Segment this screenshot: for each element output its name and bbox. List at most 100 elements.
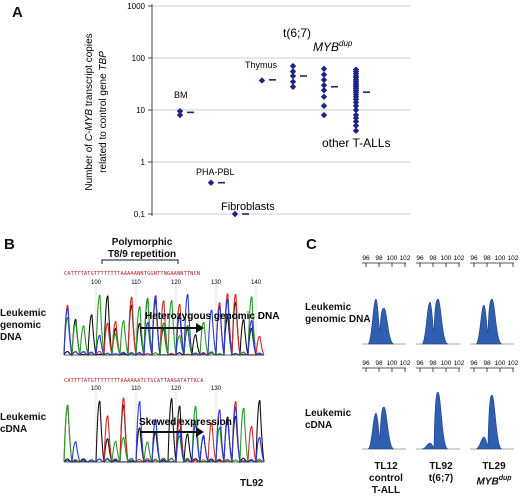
fragment-peak: [367, 298, 395, 345]
sample-3-line1: TL29: [482, 461, 506, 472]
chromatograms: 100 110 120 130 140 100 110 120 130 Heterozygou…: [63, 259, 279, 464]
sample-2-line2: t(6;7): [428, 473, 454, 484]
fragment-peak: [421, 391, 449, 450]
group-label: other T-ALLs: [322, 136, 390, 150]
sample-1-line3: T-ALL: [371, 485, 401, 496]
polymorphic-header: Polymorphic T8/9 repetition: [97, 237, 187, 261]
sample-1-line2: control: [369, 473, 403, 484]
data-point: [258, 77, 266, 84]
chromatogram-trace: [63, 401, 265, 464]
polymorphic-header-line1: Polymorphic: [111, 237, 173, 248]
group-labels: BM PHA-PBL Fibroblasts Thymus t(6;7)MYBdup ot…: [174, 26, 390, 213]
scale-tick-label: 98: [429, 360, 437, 367]
y-tick-label: 1000: [127, 2, 145, 11]
panel-c-row2-label: Leukemic cDNA: [305, 408, 371, 432]
scale-tick-label: 102: [454, 360, 465, 367]
data-point: [352, 102, 360, 110]
scale-tick-label: 102: [400, 255, 411, 262]
data-point: [320, 76, 328, 84]
group-label: Thymus: [245, 60, 278, 70]
scale-tick-label: 100: [495, 255, 506, 262]
data-point: [289, 83, 297, 90]
panel-b-row2-label-line1: Leukemic: [0, 412, 47, 423]
scale-tick-label: 100: [387, 255, 398, 262]
chromatogram-tick-label: 130: [211, 386, 222, 392]
scale-tick-label: 102: [400, 360, 411, 367]
chromatogram-1: [63, 293, 265, 357]
sample-3-line2: MYBdup: [474, 473, 514, 488]
y-tick-label: 1: [141, 158, 146, 167]
scale-tick-label: 100: [495, 360, 506, 367]
group-label: Fibroblasts: [221, 201, 275, 213]
data-point: [176, 107, 184, 115]
chromatogram-tick-label: 130: [211, 280, 222, 286]
data-point: [352, 118, 360, 125]
scale-tick-label: 96: [470, 360, 478, 367]
scale-tick-label: 102: [454, 255, 465, 262]
arrow-1-label: Heterozygous genomic DNA: [145, 311, 279, 322]
panel-b-row1-label-line1: Leukemic: [0, 308, 47, 319]
panel-c-row2-label-line2: cDNA: [305, 420, 333, 431]
data-point: [320, 87, 328, 94]
scale-tick-label: 98: [483, 255, 491, 262]
data-point: [289, 72, 297, 80]
group-label: PHA-PBL: [196, 167, 235, 177]
data-point: [352, 99, 360, 106]
fragment-peak: [475, 298, 503, 345]
grid-lines: [148, 5, 410, 215]
scale-tick-label: 96: [416, 255, 424, 262]
chromatogram-tick-label: 140: [251, 280, 262, 286]
panel-c-row2-label-line1: Leukemic: [305, 408, 352, 419]
sequence-2: CATTTTATGTTTTTTTTAAAAAATCTGCATTAAGATATTA…: [64, 378, 204, 384]
y-tick-label: 100: [132, 54, 146, 63]
group-label: t(6;7): [283, 26, 311, 40]
panel-b-row2-label-line2: cDNA: [0, 424, 28, 435]
scale-tick-label: 98: [429, 255, 437, 262]
data-point: [207, 179, 215, 186]
data-point: [320, 102, 328, 110]
polymorphic-header-line2: T8/9 repetition: [107, 249, 177, 260]
chromatogram-tick-label: 120: [171, 386, 182, 392]
arrow-1-head: [196, 323, 204, 333]
scale-tick-label: 102: [508, 360, 519, 367]
chromatogram-tick-label: 100: [91, 386, 102, 392]
scale-tick-label: 100: [441, 255, 452, 262]
group-label: BM: [174, 90, 188, 100]
chromatogram-tick-label: 110: [131, 386, 141, 392]
y-axis-label-line2: related to control gene TBP: [98, 51, 109, 173]
chromatogram-2: [63, 397, 265, 464]
panel-b-row2-label: Leukemic cDNA: [0, 412, 64, 436]
data-point: [352, 127, 360, 134]
data-point: [289, 78, 297, 85]
scale-tick-label: 96: [416, 360, 424, 367]
sample-2-line1: TL92: [429, 461, 453, 472]
data-point: [320, 81, 328, 89]
scale-tick-label: 98: [375, 360, 383, 367]
panel-c-row1-label-line2: genomic DNA: [305, 314, 371, 325]
scale-tick-label: 100: [387, 360, 398, 367]
polymorphic-bracket: [101, 259, 179, 264]
panel-b-sample-label: TL92: [240, 478, 264, 489]
chromatogram-tick-label: 100: [91, 280, 102, 286]
sample-2-label: TL92 t(6;7): [421, 461, 461, 485]
data-point: [352, 122, 360, 129]
sample-3-gene: MYB: [476, 476, 499, 488]
y-tick-labels: 0,1 1 10 100 1000: [127, 2, 145, 219]
data-point: [320, 71, 328, 78]
scale-tick-label: 98: [375, 255, 383, 262]
scale-tick-label: 102: [508, 255, 519, 262]
panel-b-row1-label: Leukemic genomic DNA: [0, 308, 64, 344]
data-point: [352, 114, 360, 122]
y-tick-label: 0,1: [134, 210, 146, 219]
fragment-peak: [367, 406, 395, 450]
scale-tick-label: 98: [483, 360, 491, 367]
scale-tick-label: 96: [362, 255, 370, 262]
arrow-2-label: Skewed expression: [139, 417, 232, 428]
chart-a: Number of C-MYB transcript copies relate…: [84, 2, 410, 219]
chromatogram-tick-label: 120: [171, 280, 182, 286]
data-point: [320, 111, 328, 119]
panel-b-row1-label-line2: genomic DNA: [0, 320, 42, 343]
data-points: [176, 62, 370, 218]
